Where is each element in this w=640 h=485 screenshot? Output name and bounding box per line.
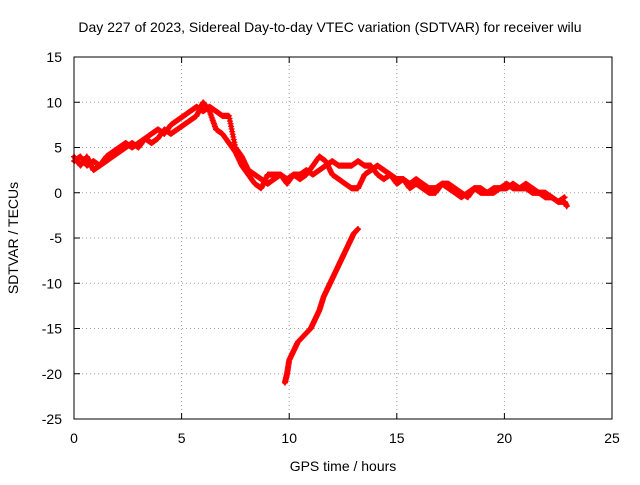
x-tick-label: 25 xyxy=(604,430,620,446)
axis-ticks: 0 5 10 15 20 25 -25 -20 -15 -10 -5 0 5 10 15 xyxy=(42,49,620,446)
data-point-marker xyxy=(563,203,570,210)
chart-title: Day 227 of 2023, Sidereal Day-to-day VTE… xyxy=(78,19,581,35)
data-point-marker xyxy=(561,194,568,201)
y-tick-label: -20 xyxy=(42,366,62,382)
y-tick-label: -25 xyxy=(42,411,62,427)
data-series xyxy=(71,99,570,386)
series-2 xyxy=(71,99,568,205)
y-tick-label: -5 xyxy=(50,230,63,246)
x-tick-label: 20 xyxy=(497,430,513,446)
y-tick-label: 15 xyxy=(46,49,62,65)
y-tick-label: 0 xyxy=(54,185,62,201)
x-tick-label: 0 xyxy=(70,430,78,446)
y-tick-label: 5 xyxy=(54,140,62,156)
y-axis-label: SDTVAR / TECUs xyxy=(5,182,21,294)
y-tick-label: -15 xyxy=(42,321,62,337)
x-tick-label: 10 xyxy=(281,430,297,446)
y-tick-label: -10 xyxy=(42,275,62,291)
x-tick-label: 15 xyxy=(389,430,405,446)
x-axis-label: GPS time / hours xyxy=(290,458,397,474)
data-point-marker xyxy=(355,225,362,232)
y-tick-label: 10 xyxy=(46,94,62,110)
x-tick-label: 5 xyxy=(178,430,186,446)
plot-frame xyxy=(73,56,613,420)
series-3 xyxy=(281,225,362,386)
grid xyxy=(74,57,612,419)
